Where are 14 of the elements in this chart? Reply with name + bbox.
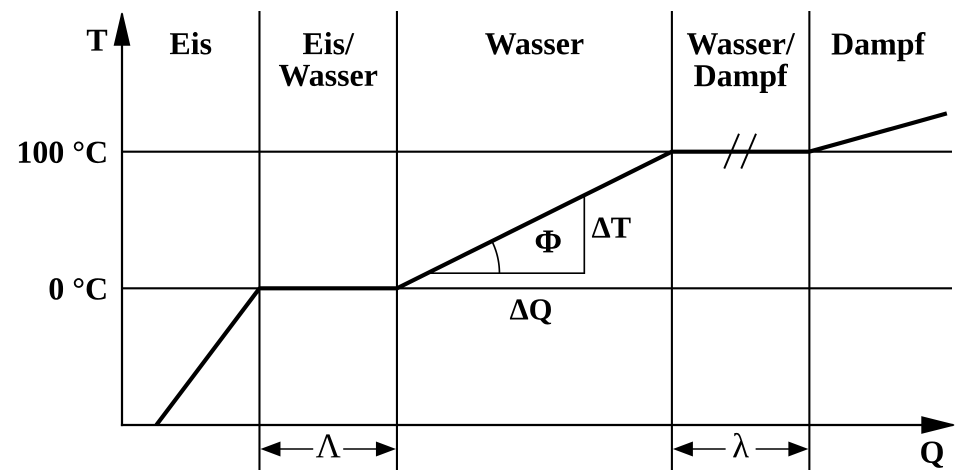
- annotation: Wasser: [485, 33, 584, 55]
- annotation: Wasser/ Dampf: [686, 33, 796, 93]
- y-tick-label: 100 °C: [18, 142, 106, 164]
- text: λ: [733, 432, 749, 458]
- y-axis-title: T: [86, 30, 108, 51]
- annotation: ΔT: [592, 217, 631, 238]
- text: Λ: [316, 434, 340, 458]
- y-tick-label: 0 °C: [50, 278, 106, 300]
- annotation: ΔQ: [510, 299, 552, 324]
- annotation: Φ: [536, 230, 561, 252]
- annotation: Eis/ Wasser: [278, 32, 378, 86]
- annotation: Dampf: [832, 32, 926, 62]
- annotation: Eis: [170, 32, 212, 54]
- x-axis-title: Q: [921, 442, 944, 468]
